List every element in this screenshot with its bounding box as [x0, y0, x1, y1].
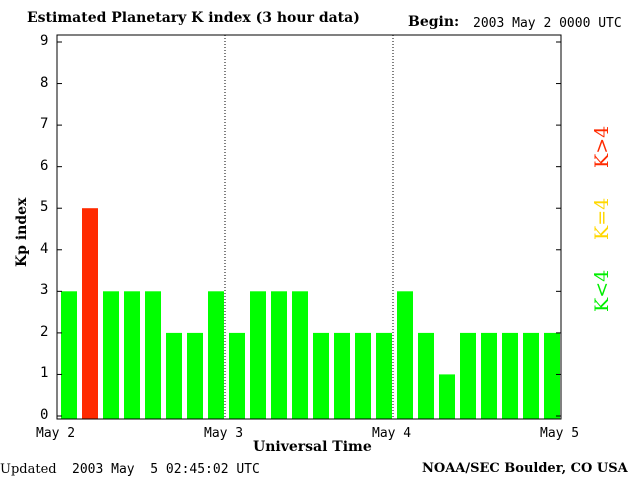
source-credit: NOAA/SEC Boulder, CO USA — [422, 461, 628, 476]
bar-11 — [271, 291, 287, 419]
bar-1 — [61, 291, 77, 419]
bar-7 — [187, 332, 203, 419]
plot-frame — [56, 34, 562, 420]
bar-16 — [376, 332, 392, 419]
bar-12 — [292, 291, 308, 419]
begin-value: 2003 May 2 0000 UTC — [473, 16, 622, 31]
y-tick-label-4: 4 — [40, 240, 49, 257]
y-axis-ticks — [57, 41, 561, 417]
y-tick-label-1: 1 — [40, 365, 49, 382]
y-tick-label-9: 9 — [40, 33, 49, 49]
y-tick-label-0: 0 — [40, 407, 49, 423]
x-tick-label-1: May 2 — [36, 426, 76, 441]
y-tick-label-7: 7 — [40, 116, 49, 133]
y-axis-label: Kp index — [14, 197, 30, 267]
x-tick-label-4: May 5 — [540, 426, 580, 441]
chart-title: Estimated Planetary K index (3 hour data… — [27, 10, 360, 26]
bar-4 — [124, 291, 140, 419]
y-tick-label-3: 3 — [40, 282, 49, 299]
bar-6 — [166, 332, 182, 419]
updated-value: 2003 May 5 02:45:02 UTC — [72, 462, 260, 477]
bar-18 — [418, 332, 434, 419]
bar-17 — [397, 291, 413, 419]
bar-13 — [313, 332, 329, 419]
bar-22 — [502, 332, 518, 419]
bar-3 — [103, 291, 119, 419]
y-tick-label-6: 6 — [40, 157, 49, 174]
bar-20 — [460, 332, 476, 419]
y-tick-label-2: 2 — [40, 323, 49, 340]
y-tick-label-8: 8 — [40, 74, 49, 91]
legend-k-greater-4: K>4 — [591, 125, 613, 168]
y-tick-label-5: 5 — [40, 199, 49, 216]
bar-24 — [544, 332, 560, 419]
x-tick-label-2: May 3 — [204, 426, 244, 441]
bar-19 — [439, 374, 455, 419]
bar-23 — [523, 332, 539, 419]
begin-label: Begin: — [408, 14, 460, 30]
x-tick-label-3: May 4 — [372, 426, 412, 441]
bar-8 — [208, 291, 224, 419]
bar-10 — [250, 291, 266, 419]
updated-label: Updated — [0, 462, 57, 477]
day-dividers — [224, 35, 394, 419]
bar-5 — [145, 291, 161, 419]
legend-k-less-4: K<4 — [591, 269, 613, 312]
bar-21 — [481, 332, 497, 419]
bar-14 — [334, 332, 350, 419]
legend-k-equal-4: K=4 — [591, 197, 613, 240]
bar-15 — [355, 332, 371, 419]
bar-9 — [229, 332, 245, 419]
bar-2 — [82, 208, 98, 419]
x-axis-label: Universal Time — [253, 439, 372, 455]
bars-group — [61, 208, 560, 419]
